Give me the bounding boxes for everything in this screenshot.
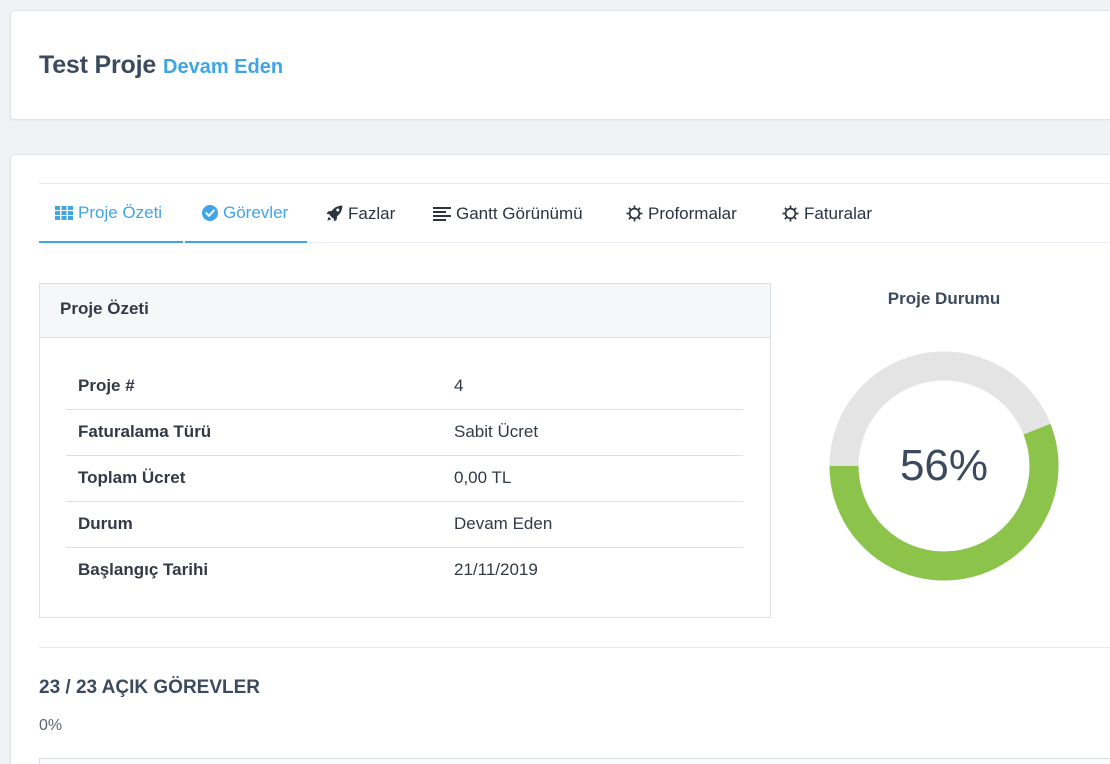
summary-value: 0,00 TL [454, 468, 512, 487]
tab-proformalar[interactable]: Proformalar [626, 184, 737, 243]
summary-panel-title: Proje Özeti [40, 284, 770, 338]
project-status-label: Devam Eden [163, 56, 284, 78]
project-progress-percent: 56% [899, 441, 989, 490]
summary-row-billing-type: Faturalama Türü Sabit Ücret [66, 410, 743, 456]
tab-label: Görevler [223, 202, 289, 222]
tab-label: Proje Özeti [78, 202, 163, 222]
project-title-row: Test Proje Devam Eden [39, 51, 283, 80]
gear-icon [626, 205, 643, 222]
summary-key: Proje # [78, 376, 135, 395]
tab-label: Gantt Görünümü [456, 203, 583, 223]
summary-value: 21/11/2019 [454, 560, 538, 579]
tab-gorevler[interactable]: Görevler [185, 184, 307, 243]
project-title: Test Proje [39, 51, 157, 79]
project-status-title: Proje Durumu [887, 289, 1001, 308]
check-circle-icon [202, 204, 218, 221]
summary-table: Proje # 4 Faturalama Türü Sabit Ücret To… [66, 364, 743, 594]
summary-value: 4 [454, 376, 464, 395]
summary-key: Durum [78, 514, 133, 533]
summary-row-project-number: Proje # 4 [66, 364, 743, 410]
tab-label: Faturalar [804, 203, 873, 223]
tab-faturalar[interactable]: Faturalar [782, 184, 872, 243]
align-left-icon [433, 206, 451, 221]
tab-proje-ozeti[interactable]: Proje Özeti [39, 184, 183, 243]
tab-label: Proformalar [648, 203, 737, 223]
summary-key: Başlangıç Tarihi [78, 560, 209, 579]
summary-value: Sabit Ücret [454, 422, 539, 441]
open-tasks-progress: 0% [39, 717, 63, 734]
section-divider [39, 647, 1110, 648]
summary-row-status: Durum Devam Eden [66, 502, 743, 548]
project-progress-donut [829, 351, 1059, 581]
summary-key: Toplam Ücret [78, 468, 186, 487]
tab-gantt-gorunumu[interactable]: Gantt Görünümü [433, 184, 583, 243]
summary-row-total-fee: Toplam Ücret 0,00 TL [66, 456, 743, 502]
project-header-card: Test Proje Devam Eden [10, 10, 1110, 120]
gear-icon [782, 205, 799, 222]
open-tasks-heading: 23 / 23 AÇIK GÖREVLER [39, 677, 261, 698]
tab-fazlar[interactable]: Fazlar [326, 184, 395, 243]
tasks-progress-box [39, 758, 1110, 764]
summary-key: Faturalama Türü [78, 422, 212, 441]
summary-row-start-date: Başlangıç Tarihi 21/11/2019 [66, 548, 743, 594]
project-summary-panel: Proje Özeti Proje # 4 Faturalama Türü Sa… [39, 283, 771, 618]
donut-progress-arc [829, 423, 1059, 581]
project-tabs: Proje Özeti Görevler Fazlar [39, 183, 1110, 243]
tab-label: Fazlar [348, 203, 396, 223]
rocket-icon [326, 205, 343, 222]
summary-value: Devam Eden [454, 514, 553, 533]
grid-icon [55, 205, 73, 220]
project-main-card: Proje Özeti Görevler Fazlar [10, 154, 1110, 764]
